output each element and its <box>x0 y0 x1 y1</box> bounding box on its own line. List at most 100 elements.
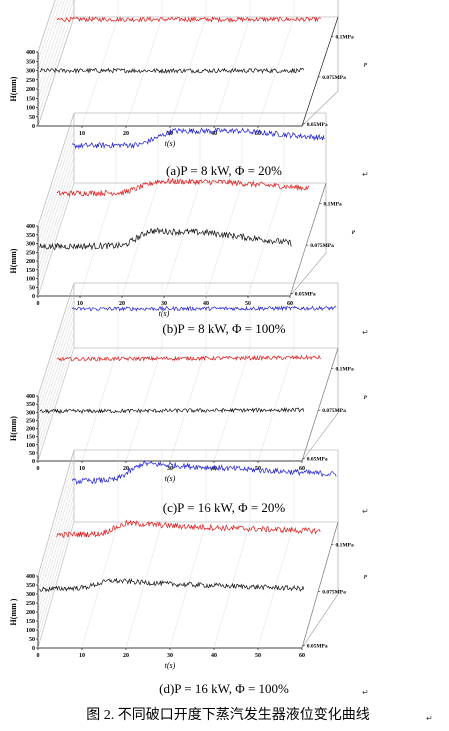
y-gridline <box>37 458 75 586</box>
x-gridline <box>205 182 243 297</box>
x-tick-label: 40 <box>211 131 217 137</box>
x-tick-label: 40 <box>211 466 217 472</box>
x-tick-label: 0 <box>37 466 40 472</box>
y-axis-label: H(mm) <box>9 248 18 273</box>
y-tick-label: 0 <box>32 294 35 300</box>
z-tick-label: 0.05MPa <box>307 122 328 128</box>
y-tick-label: 200 <box>26 259 35 265</box>
z-axis-label: P <box>364 395 368 401</box>
y-gridline <box>37 282 75 397</box>
x-gridline <box>213 16 251 127</box>
y-tick-label: 400 <box>26 394 35 400</box>
x-axis-label: t(s) <box>165 661 176 670</box>
y-gridline <box>37 139 75 253</box>
x-tick-label: 10 <box>79 466 85 472</box>
y-gridline <box>37 503 75 631</box>
series-line-red <box>56 519 321 538</box>
y-gridline <box>37 121 75 235</box>
y-tick-label: 350 <box>26 583 35 589</box>
y-gridline <box>37 449 75 577</box>
y-gridline <box>37 156 75 270</box>
y-gridline <box>37 147 75 262</box>
y-tick-label: 200 <box>26 87 35 93</box>
y-tick-label: 50 <box>29 637 35 643</box>
z-tick-label: 0.1MPa <box>336 35 354 41</box>
x-gridline <box>125 521 163 649</box>
y-tick-label: 100 <box>26 277 35 283</box>
y-gridline <box>37 476 75 604</box>
series-line-red <box>56 15 321 23</box>
x-gridline <box>37 347 75 462</box>
y-tick-label: 0 <box>32 124 35 130</box>
series-line-black <box>39 406 305 415</box>
z-axis-label: P <box>364 574 368 580</box>
x-tick-label: 0 <box>37 653 40 659</box>
series-line-red <box>56 354 321 362</box>
x-gridline <box>79 182 117 297</box>
y-gridline <box>37 0 62 71</box>
y-tick-label: 200 <box>26 427 35 433</box>
z-axis <box>301 16 339 127</box>
x-tick-label: 10 <box>79 131 85 137</box>
y-gridline <box>37 7 75 117</box>
y-gridline <box>37 174 75 288</box>
z-tick-label: 0.075MPa <box>322 589 346 595</box>
z-axis-label: P <box>352 230 356 236</box>
y-gridline <box>37 0 56 53</box>
y-axis-label: H(mm) <box>9 416 18 441</box>
x-tick-label: 60 <box>299 653 305 659</box>
return-mark: ↵ <box>426 714 433 723</box>
y-tick-label: 100 <box>26 106 35 112</box>
x-tick-label: 10 <box>79 653 85 659</box>
y-tick-label: 300 <box>26 410 35 416</box>
x-tick-label: 20 <box>123 653 129 659</box>
y-tick-label: 0 <box>32 646 35 652</box>
y-gridline <box>37 16 75 127</box>
y-gridline <box>37 130 75 244</box>
z-tick-label: 0.075MPa <box>310 243 334 249</box>
panel-caption: (b)P = 8 kW, Φ = 100% <box>162 321 285 336</box>
series-line-black <box>39 67 305 74</box>
x-tick-label: 50 <box>255 653 261 659</box>
y-tick-label: 100 <box>26 628 35 634</box>
x-tick-label: 20 <box>123 131 129 137</box>
return-mark: ↵ <box>362 507 369 516</box>
y-tick-label: 100 <box>26 443 35 449</box>
x-tick-label: 60 <box>299 466 305 472</box>
y-tick-label: 400 <box>26 574 35 580</box>
y-tick-label: 250 <box>26 418 35 424</box>
z-tick-label: 0.075MPa <box>322 75 346 81</box>
panel-caption: (c)P = 16 kW, Φ = 20% <box>163 500 286 515</box>
y-gridline <box>37 0 59 62</box>
panel-caption-text: P = 16 kW, Φ = 20% <box>177 500 285 515</box>
x-tick-label: 10 <box>77 301 83 307</box>
x-tick-label: 0 <box>37 301 40 307</box>
y-tick-label: 50 <box>29 115 35 121</box>
z-tick-label: 0.075MPa <box>322 408 346 414</box>
y-tick-label: 50 <box>29 451 35 457</box>
x-tick-label: 50 <box>255 131 261 137</box>
series-line-black <box>39 577 305 593</box>
series-line-black <box>39 227 292 251</box>
y-tick-label: 400 <box>26 50 35 56</box>
y-gridline <box>37 307 75 421</box>
y-tick-label: 150 <box>26 268 35 274</box>
x-gridline <box>81 16 119 127</box>
y-gridline <box>37 0 71 99</box>
x-tick-label: 40 <box>211 653 217 659</box>
x-axis-label: t(s) <box>159 309 170 318</box>
series-line-blue <box>71 127 325 150</box>
x-gridline <box>169 521 207 649</box>
y-axis-label: H(mm ) <box>9 598 18 625</box>
panel-caption-prefix: (a) <box>166 163 180 178</box>
series-line-blue <box>71 305 337 312</box>
y-tick-label: 300 <box>26 69 35 75</box>
x-gridline <box>81 347 119 462</box>
y-gridline <box>37 0 68 90</box>
y-tick-label: 200 <box>26 610 35 616</box>
